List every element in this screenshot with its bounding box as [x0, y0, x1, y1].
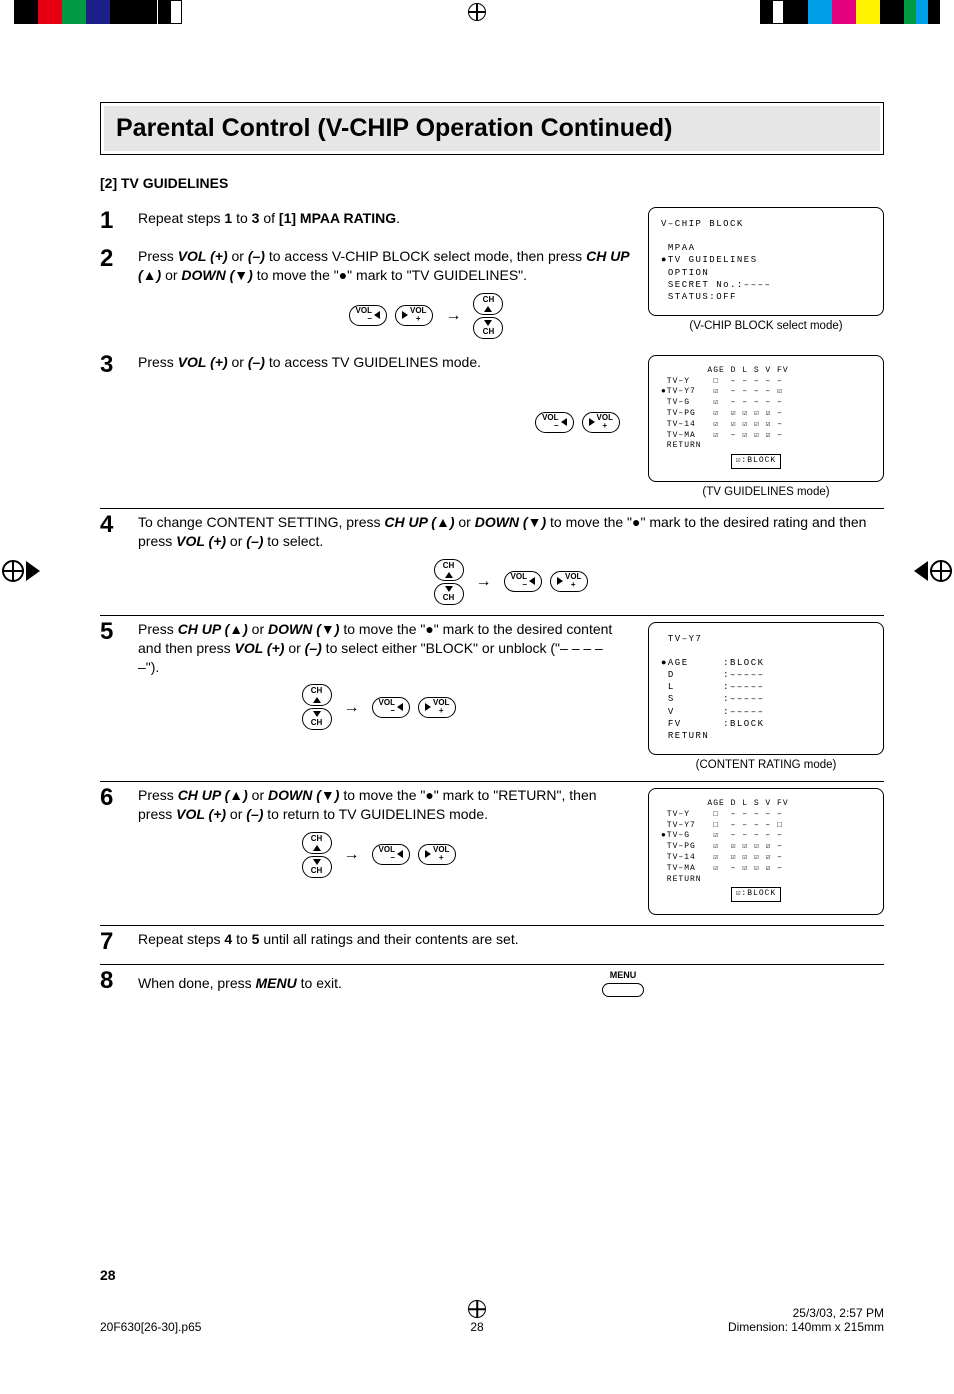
reg-swatches-left — [14, 0, 182, 24]
step-7-text: Repeat steps 4 to 5 until all ratings an… — [138, 930, 884, 954]
content-rating-screen: TV–Y7 ●AGE :BLOCK D :––––– L :––––– S :–… — [648, 622, 884, 755]
vol-minus-button-icon: VOL– — [372, 844, 410, 865]
screen-caption: (TV GUIDELINES mode) — [648, 486, 884, 498]
ch-up-button-icon: CH — [302, 832, 332, 854]
arrow-icon: → — [441, 305, 465, 327]
button-row: VOL– VOL+ → CH CH — [138, 293, 634, 339]
page-number: 28 — [100, 1267, 884, 1283]
ch-down-button-icon: CH — [302, 856, 332, 878]
page-title: Parental Control (V-CHIP Operation Conti… — [116, 114, 868, 143]
ch-up-button-icon: CH — [473, 293, 503, 315]
step-number: 3 — [100, 353, 124, 433]
registration-bar — [0, 0, 954, 24]
step-2-text: Press VOL (+) or (–) to access V-CHIP BL… — [138, 247, 634, 339]
arrow-icon: → — [340, 844, 364, 866]
screen-caption: (CONTENT RATING mode) — [648, 759, 884, 771]
arrow-icon: → — [472, 571, 496, 593]
vol-plus-button-icon: VOL+ — [395, 305, 433, 326]
step-number: 5 — [100, 620, 124, 731]
step-3-text: Press VOL (+) or (–) to access TV GUIDEL… — [138, 353, 620, 433]
vol-minus-button-icon: VOL– — [349, 305, 387, 326]
side-registration-right-icon — [930, 560, 952, 582]
step-number: 2 — [100, 247, 124, 339]
ch-down-button-icon: CH — [473, 317, 503, 339]
screen-caption: (V-CHIP BLOCK select mode) — [648, 320, 884, 332]
section-head: [2] TV GUIDELINES — [100, 175, 884, 191]
vol-minus-button-icon: VOL– — [535, 412, 573, 433]
step-number: 6 — [100, 786, 124, 878]
vol-plus-button-icon: VOL+ — [550, 571, 588, 592]
step-number: 4 — [100, 513, 124, 605]
step-1-text: Repeat steps 1 to 3 of [1] MPAA RATING. — [138, 209, 634, 233]
reg-swatches-right — [760, 0, 940, 24]
step-8-text: When done, press MENU to exit. MENU — [138, 969, 884, 997]
vol-plus-button-icon: VOL+ — [418, 844, 456, 865]
footer-dimension: Dimension: 140mm x 215mm — [728, 1320, 884, 1334]
tv-guidelines-screen-2: AGE D L S V FV TV–Y □ – – – – – TV–Y7 □ … — [648, 788, 884, 915]
step-5-text: Press CH UP (▲) or DOWN (▼) to move the … — [138, 620, 620, 731]
vol-plus-button-icon: VOL+ — [582, 412, 620, 433]
footer-file: 20F630[26-30].p65 — [100, 1320, 201, 1334]
page-title-box: Parental Control (V-CHIP Operation Conti… — [100, 102, 884, 155]
step-4-text: To change CONTENT SETTING, press CH UP (… — [138, 513, 884, 605]
step-number: 1 — [100, 209, 124, 233]
ch-up-button-icon: CH — [302, 684, 332, 706]
footer-center-page: 28 — [468, 1320, 486, 1334]
side-registration-left-icon — [2, 560, 24, 582]
step-number: 8 — [100, 969, 124, 997]
tv-guidelines-screen: AGE D L S V FV TV–Y □ – – – – – ●TV–Y7 ☑… — [648, 355, 884, 482]
arrow-icon: → — [340, 697, 364, 719]
ch-down-button-icon: CH — [434, 583, 464, 605]
registration-mark-icon — [468, 1300, 486, 1318]
footer-date: 25/3/03, 2:57 PM — [793, 1306, 884, 1320]
vol-minus-button-icon: VOL– — [504, 571, 542, 592]
ch-down-button-icon: CH — [302, 708, 332, 730]
footer-center: 28 — [468, 1300, 486, 1334]
menu-button-icon: MENU — [602, 969, 644, 997]
ch-up-button-icon: CH — [434, 559, 464, 581]
print-footer: 20F630[26-30].p65 25/3/03, 2:57 PM Dimen… — [100, 1306, 884, 1334]
vol-minus-button-icon: VOL– — [372, 697, 410, 718]
vol-plus-button-icon: VOL+ — [418, 697, 456, 718]
step-number: 7 — [100, 930, 124, 954]
registration-mark-icon — [468, 3, 486, 21]
step-6-text: Press CH UP (▲) or DOWN (▼) to move the … — [138, 786, 620, 878]
vchip-block-screen: V–CHIP BLOCK MPAA ●TV GUIDELINES OPTION … — [648, 207, 884, 316]
